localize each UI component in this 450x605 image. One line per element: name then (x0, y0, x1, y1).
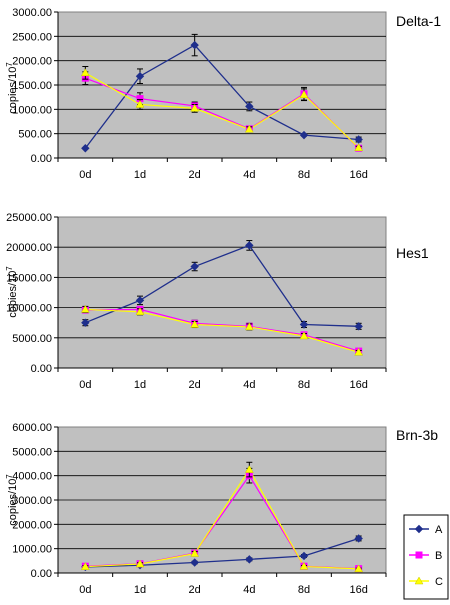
x-tick-label: 0d (79, 379, 91, 391)
y-tick-label: 2500.00 (12, 31, 52, 43)
y-tick-label: 20000.00 (6, 242, 52, 254)
y-tick-label: 0.00 (31, 568, 52, 580)
legend-label-B: B (435, 550, 442, 562)
chart-title: Hes1 (396, 245, 429, 261)
y-axis-label: copies/107 (5, 62, 19, 114)
x-tick-label: 8d (298, 379, 310, 391)
point-C (299, 331, 309, 340)
chart-3: 0.00 1000.00 2000.00 3000.00 4000.00 5000.00 6… (5, 422, 449, 600)
x-tick-label: 4d (243, 379, 255, 391)
chart-1: 0.00 500.00 1000.00 1500.00 2000.00 2500.00 30… (5, 7, 441, 181)
point-C (299, 561, 309, 570)
y-tick-label: 5000.00 (12, 333, 52, 345)
point-A (81, 318, 90, 327)
point-A (299, 130, 309, 140)
y-tick-label: 1500.00 (12, 80, 52, 92)
point-A (299, 551, 309, 561)
y-axis-label: copies/107 (5, 474, 19, 526)
point-A (354, 135, 363, 144)
point-C (190, 320, 200, 328)
point-C (354, 564, 364, 573)
x-tick-label: 2d (189, 379, 201, 391)
x-tick-label: 8d (298, 584, 310, 596)
series-line-B (85, 308, 359, 352)
point-C (135, 307, 145, 316)
point-C (80, 304, 90, 313)
chart-title: Delta-1 (396, 13, 441, 29)
x-tick-label: 16d (349, 169, 367, 181)
x-tick-label: 0d (79, 584, 91, 596)
y-tick-label: 500.00 (18, 129, 52, 141)
y-tick-label: 10000.00 (6, 303, 52, 315)
point-A (135, 296, 145, 305)
y-axis-label: copies/107 (5, 266, 19, 318)
y-tick-label: 3000.00 (12, 7, 52, 19)
x-tick-label: 2d (189, 169, 201, 181)
series-line-C (85, 72, 360, 149)
point-A (190, 262, 199, 271)
x-tick-label: 1d (134, 379, 146, 391)
point-A (190, 558, 199, 567)
point-A (299, 320, 309, 329)
point-C (135, 559, 145, 568)
x-tick-label: 2d (189, 584, 201, 596)
y-tick-label: 6000.00 (12, 422, 52, 434)
y-tick-label: 15000.00 (6, 272, 52, 284)
series-line-C (85, 308, 359, 353)
y-tick-label: 2000.00 (12, 56, 52, 68)
point-A (81, 144, 90, 153)
x-tick-label: 0d (79, 169, 91, 181)
x-tick-label: 16d (349, 379, 367, 391)
y-tick-label: 0.00 (31, 363, 52, 375)
point-C (244, 322, 254, 331)
point-C (354, 347, 364, 356)
y-tick-label: 1000.00 (12, 104, 52, 116)
series-line-A (85, 537, 359, 568)
legend: A B C (403, 514, 449, 600)
series-line-A (84, 44, 359, 149)
point-A (190, 40, 199, 50)
point-C (244, 465, 254, 473)
series-line-A (85, 244, 359, 327)
y-tick-label: 3000.00 (12, 495, 52, 507)
x-tick-label: 1d (134, 169, 146, 181)
x-tick-label: 4d (243, 584, 255, 596)
point-A (354, 534, 363, 543)
point-A (245, 555, 254, 564)
y-tick-label: 4000.00 (12, 471, 52, 483)
point-A (135, 72, 145, 81)
point-C (190, 549, 200, 557)
legend-marker-C (414, 576, 424, 585)
x-tick-label: 4d (243, 169, 255, 181)
y-tick-label: 5000.00 (12, 446, 52, 458)
chart-title: Brn-3b (396, 427, 438, 443)
chart-2: 0.00 5000.00 10000.00 15000.00 20000.00 25000… (5, 212, 429, 391)
y-tick-label: 0.00 (31, 153, 52, 165)
series-line-C (85, 468, 359, 570)
point-A (354, 322, 363, 331)
point-C (354, 143, 364, 152)
point-C (80, 562, 90, 570)
y-tick-label: 2000.00 (12, 519, 52, 531)
legend-label-A: A (435, 524, 443, 536)
point-C (80, 68, 90, 77)
point-C (135, 99, 145, 108)
legend-marker-A (414, 524, 424, 534)
x-tick-label: 8d (298, 169, 310, 181)
point-C (190, 103, 200, 112)
legend-label-C: C (435, 576, 443, 588)
y-tick-label: 1000.00 (12, 544, 52, 556)
y-tick-label: 25000.00 (6, 212, 52, 224)
point-A (245, 102, 254, 111)
x-tick-label: 16d (349, 584, 367, 596)
point-A (245, 241, 254, 250)
x-tick-label: 1d (134, 584, 146, 596)
legend-marker-B (415, 551, 423, 559)
point-C (244, 124, 254, 133)
point-C (299, 90, 309, 98)
